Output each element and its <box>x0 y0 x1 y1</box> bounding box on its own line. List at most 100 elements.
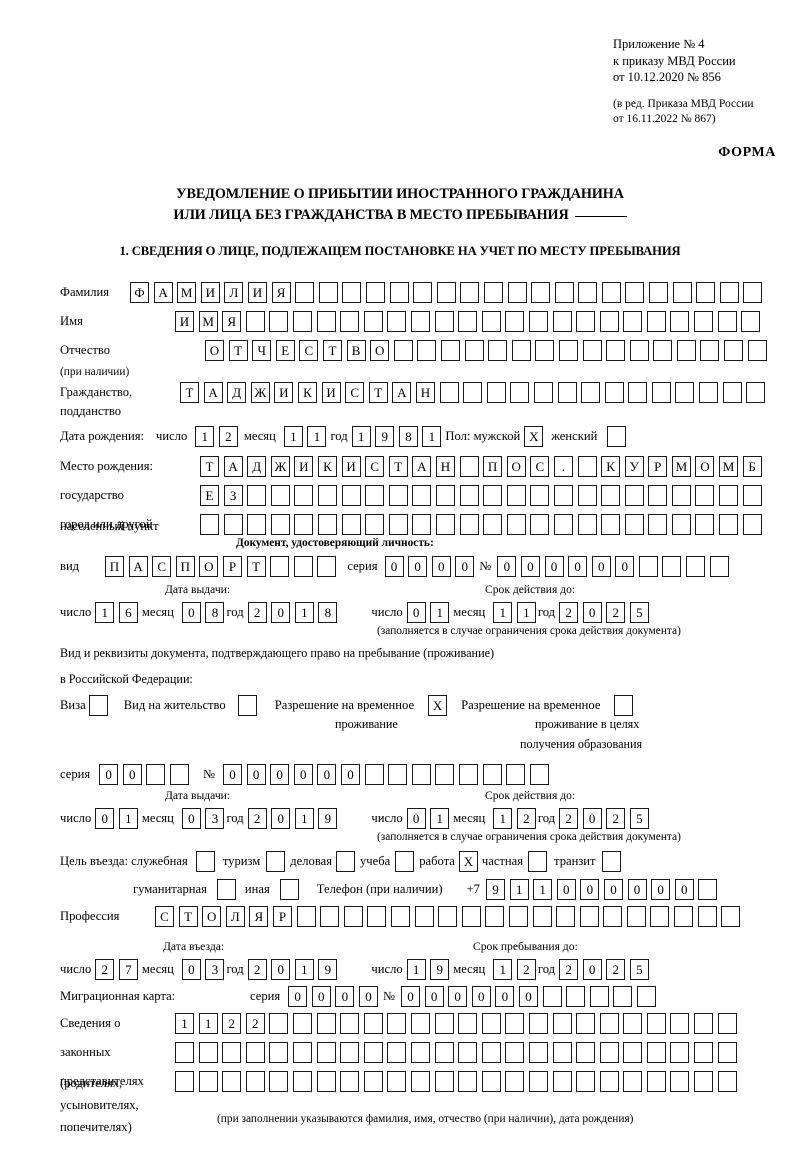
comb-cell[interactable]: 0 <box>448 986 468 1007</box>
comb-cell[interactable]: 0 <box>627 879 647 900</box>
comb-cell[interactable] <box>266 851 286 872</box>
comb-cell[interactable]: 0 <box>455 556 475 577</box>
comb-cell[interactable] <box>434 1071 454 1092</box>
comb-cell[interactable] <box>387 1042 407 1063</box>
comb-cell[interactable] <box>295 282 315 303</box>
comb-cell[interactable] <box>458 1071 478 1092</box>
comb-cell[interactable] <box>340 1013 360 1034</box>
comb-cell[interactable] <box>535 340 555 361</box>
comb-cell[interactable] <box>434 1042 454 1063</box>
comb-cell[interactable]: 1 <box>493 959 513 980</box>
comb-cell[interactable] <box>578 282 598 303</box>
comb-cell[interactable]: X <box>458 851 478 872</box>
comb-cell[interactable]: И <box>274 382 294 403</box>
comb-cell[interactable] <box>697 906 717 927</box>
purpose-official-checkbox[interactable] <box>195 851 215 872</box>
comb-cell[interactable] <box>175 1071 194 1092</box>
comb-cell[interactable] <box>269 1013 289 1034</box>
comb-cell[interactable]: 8 <box>398 426 418 447</box>
comb-cell[interactable]: 0 <box>556 879 576 900</box>
purpose-study-checkbox[interactable] <box>395 851 415 872</box>
comb-cell[interactable]: 1 <box>294 808 314 829</box>
purpose-business-checkbox[interactable] <box>336 851 355 872</box>
comb-cell[interactable]: Т <box>178 906 198 927</box>
comb-cell[interactable] <box>700 340 720 361</box>
comb-cell[interactable]: 2 <box>247 959 267 980</box>
comb-cell[interactable] <box>599 1071 619 1092</box>
comb-cell[interactable] <box>485 906 505 927</box>
comb-cell[interactable] <box>245 1042 265 1063</box>
comb-cell[interactable] <box>511 340 531 361</box>
comb-cell[interactable]: 0 <box>340 764 360 785</box>
comb-cell[interactable] <box>607 426 627 447</box>
comb-cell[interactable] <box>506 485 526 506</box>
comb-cell[interactable] <box>413 282 433 303</box>
comb-cell[interactable] <box>601 851 621 872</box>
comb-cell[interactable] <box>410 1071 430 1092</box>
comb-cell[interactable]: 2 <box>247 808 267 829</box>
comb-cell[interactable]: С <box>299 340 319 361</box>
comb-cell[interactable]: Д <box>247 456 267 477</box>
comb-cell[interactable] <box>247 485 267 506</box>
comb-cell[interactable]: Р <box>648 456 668 477</box>
comb-cell[interactable] <box>695 514 715 535</box>
comb-cell[interactable]: 1 <box>406 959 426 980</box>
comb-cell[interactable] <box>435 764 455 785</box>
comb-cell[interactable]: 0 <box>358 986 378 1007</box>
comb-cell[interactable] <box>461 906 481 927</box>
comb-cell[interactable] <box>439 382 459 403</box>
comb-cell[interactable] <box>320 906 340 927</box>
comb-cell[interactable]: 2 <box>606 959 626 980</box>
comb-cell[interactable]: И <box>175 311 194 332</box>
comb-cell[interactable]: 0 <box>406 602 426 623</box>
comb-cell[interactable]: 0 <box>406 808 426 829</box>
comb-cell[interactable] <box>318 282 338 303</box>
comb-cell[interactable]: 0 <box>400 986 420 1007</box>
comb-cell[interactable] <box>724 340 744 361</box>
comb-cell[interactable]: 0 <box>288 986 308 1007</box>
comb-cell[interactable] <box>603 906 623 927</box>
comb-cell[interactable] <box>388 485 408 506</box>
comb-cell[interactable] <box>528 1042 548 1063</box>
comb-cell[interactable]: 1 <box>283 426 303 447</box>
comb-cell[interactable] <box>458 764 478 785</box>
comb-cell[interactable] <box>435 514 455 535</box>
comb-cell[interactable] <box>483 485 503 506</box>
comb-cell[interactable]: X <box>524 426 544 447</box>
comb-cell[interactable] <box>510 382 530 403</box>
comb-cell[interactable] <box>388 514 408 535</box>
comb-cell[interactable]: А <box>223 456 243 477</box>
comb-cell[interactable] <box>169 764 189 785</box>
comb-cell[interactable]: 0 <box>181 808 201 829</box>
comb-cell[interactable] <box>343 906 363 927</box>
comb-cell[interactable]: 0 <box>271 959 291 980</box>
comb-cell[interactable] <box>577 514 597 535</box>
comb-cell[interactable] <box>340 1071 360 1092</box>
comb-cell[interactable]: О <box>199 556 219 577</box>
comb-cell[interactable]: О <box>205 340 224 361</box>
comb-cell[interactable] <box>552 1071 572 1092</box>
comb-cell[interactable] <box>601 282 621 303</box>
comb-cell[interactable] <box>414 906 434 927</box>
legal-reps-input-2[interactable] <box>175 1042 737 1063</box>
comb-cell[interactable] <box>336 851 355 872</box>
comb-cell[interactable] <box>582 340 602 361</box>
comb-cell[interactable] <box>269 1071 289 1092</box>
comb-cell[interactable] <box>505 1013 525 1034</box>
comb-cell[interactable] <box>269 311 289 332</box>
comb-cell[interactable] <box>686 556 706 577</box>
comb-cell[interactable]: 9 <box>318 808 338 829</box>
comb-cell[interactable] <box>709 556 729 577</box>
comb-cell[interactable] <box>558 340 578 361</box>
comb-cell[interactable] <box>719 514 739 535</box>
